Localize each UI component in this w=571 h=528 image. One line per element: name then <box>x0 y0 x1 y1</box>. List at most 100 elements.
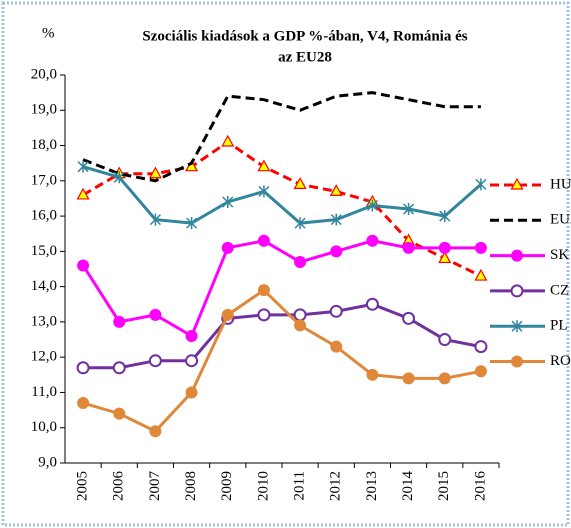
series-line <box>82 288 482 434</box>
data-point <box>185 354 199 368</box>
legend-marker <box>511 320 523 333</box>
x-tick-label: 2015 <box>436 471 452 501</box>
data-point <box>329 304 343 318</box>
data-point <box>293 177 307 189</box>
y-tick-label: 19,0 <box>31 102 57 118</box>
y-axis-label: % <box>42 25 55 41</box>
data-point <box>221 134 235 147</box>
data-point <box>474 241 487 254</box>
data-point <box>186 217 198 230</box>
data-point <box>221 308 234 321</box>
data-point <box>474 268 488 281</box>
legend-label: EU28 <box>550 212 571 228</box>
x-tick-label: 2014 <box>400 471 416 502</box>
data-point <box>77 160 89 173</box>
data-point <box>294 255 307 268</box>
data-point <box>294 319 307 332</box>
data-point <box>149 425 162 438</box>
data-point <box>76 187 90 200</box>
data-point <box>257 159 271 172</box>
data-point <box>257 284 270 297</box>
chart-title: az EU28 <box>278 49 332 65</box>
x-tick-label: 2011 <box>292 471 308 500</box>
data-point <box>112 361 126 375</box>
y-tick-label: 20,0 <box>31 66 57 82</box>
data-point <box>438 333 452 347</box>
legend-label: CZ <box>550 282 569 298</box>
series-line <box>82 91 481 183</box>
data-point <box>294 217 306 230</box>
data-point <box>475 178 487 191</box>
data-point <box>330 245 343 258</box>
x-tick-label: 2005 <box>75 471 91 501</box>
series-line <box>82 165 482 225</box>
data-point <box>330 340 343 353</box>
data-point <box>77 397 90 410</box>
x-tick-label: 2009 <box>219 471 235 501</box>
data-point <box>185 330 198 343</box>
y-tick-label: 16,0 <box>31 208 57 224</box>
data-point <box>148 354 162 368</box>
x-tick-label: 2006 <box>111 471 127 502</box>
y-tick-label: 9,0 <box>38 454 57 470</box>
data-point <box>258 185 270 198</box>
legend-label: RO <box>550 353 571 369</box>
data-point <box>366 234 379 247</box>
data-point <box>403 203 415 216</box>
y-tick-label: 17,0 <box>31 172 57 188</box>
data-point <box>366 368 379 381</box>
data-point <box>365 297 379 311</box>
data-point <box>113 315 126 328</box>
y-tick-label: 18,0 <box>31 137 57 153</box>
data-point <box>330 213 342 226</box>
data-point <box>366 199 378 212</box>
legend-label: PL <box>550 318 568 334</box>
data-point <box>402 372 415 385</box>
x-tick-label: 2012 <box>328 471 344 501</box>
legend-label: SK <box>550 247 569 263</box>
data-point <box>329 184 343 196</box>
data-point <box>438 251 452 264</box>
legend-marker <box>511 355 523 368</box>
x-tick-label: 2013 <box>364 471 380 501</box>
y-tick-label: 15,0 <box>31 243 57 259</box>
series-line <box>81 239 481 339</box>
y-tick-label: 10,0 <box>31 419 57 435</box>
data-point <box>293 308 307 322</box>
data-point <box>474 365 487 378</box>
y-tick-label: 14,0 <box>31 278 57 294</box>
x-tick-label: 2010 <box>255 471 271 501</box>
x-tick-label: 2007 <box>147 471 163 502</box>
data-point <box>113 407 126 420</box>
data-point <box>257 308 271 322</box>
legend-label: HU <box>550 176 571 192</box>
data-point <box>113 171 125 184</box>
chart-title: Szociális kiadások a GDP %-ában, V4, Rom… <box>142 28 467 44</box>
data-point <box>474 340 488 354</box>
data-point <box>221 241 234 254</box>
data-point <box>402 311 416 325</box>
data-point <box>77 259 90 272</box>
data-point <box>149 213 161 226</box>
data-point <box>438 372 451 385</box>
y-tick-label: 12,0 <box>31 349 57 365</box>
y-tick-label: 11,0 <box>31 384 57 400</box>
data-point <box>439 210 451 223</box>
data-point <box>185 386 198 399</box>
x-tick-label: 2008 <box>183 471 199 501</box>
legend-marker <box>510 284 524 298</box>
legend-marker <box>510 177 524 190</box>
legend-marker <box>511 249 523 262</box>
data-point <box>438 241 451 254</box>
data-point <box>148 166 162 179</box>
series-line <box>82 140 482 278</box>
data-point <box>76 361 90 375</box>
data-point <box>222 195 234 208</box>
y-tick-label: 13,0 <box>31 313 57 329</box>
data-point <box>257 234 270 247</box>
x-tick-label: 2016 <box>472 471 488 502</box>
data-point <box>149 308 162 321</box>
data-point <box>402 241 415 254</box>
